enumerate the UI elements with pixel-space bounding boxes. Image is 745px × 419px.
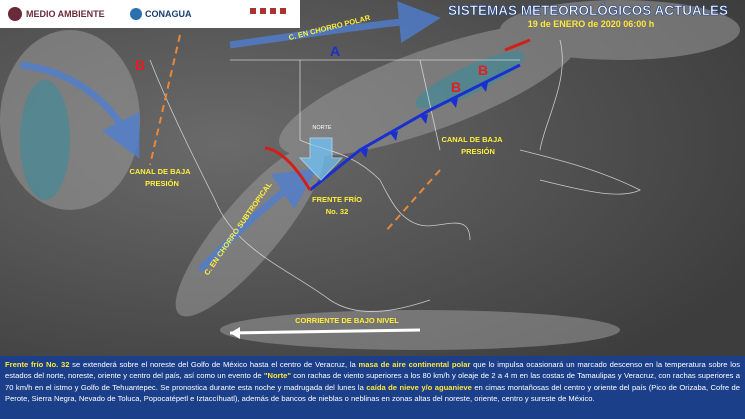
date: 19 de ENERO de 2020 06:00 h xyxy=(528,19,655,29)
low-label: B xyxy=(478,62,488,78)
highlight-text: masa de aire continental polar xyxy=(358,360,471,369)
low-label: B xyxy=(135,57,145,73)
label: FRENTE FRÍO xyxy=(312,195,362,204)
highlight-text: caída de nieve y/o aguanieve xyxy=(366,382,472,392)
label: CORRIENTE DE BAJO NIVEL xyxy=(295,316,399,325)
low-label: B xyxy=(451,79,461,95)
bulletin-text: se extenderá sobre el noreste del Golfo … xyxy=(69,360,359,369)
norte-arrow xyxy=(298,137,344,181)
label: PRESIÓN xyxy=(461,147,495,156)
label: No. 32 xyxy=(326,207,349,216)
high-label: A xyxy=(330,43,340,59)
highlight-text: "Norte" xyxy=(263,371,291,381)
bulletin-text: que lo impulsa ocasionará un marcado des… xyxy=(5,360,740,381)
label: PRESIÓN xyxy=(145,179,179,188)
trough xyxy=(149,34,441,233)
label: NORTE xyxy=(312,125,331,131)
label: CANAL DE BAJA xyxy=(129,167,191,176)
title: SISTEMAS METEOROLÓGICOS ACTUALES xyxy=(448,3,728,18)
bulletin: Frente frío No. 32 se extenderá sobre el… xyxy=(0,356,745,419)
bulletin-text: en cimas montañosas del centro y oriente… xyxy=(5,382,740,403)
logo-text: MEDIO AMBIENTE xyxy=(26,9,105,19)
highlight-text: Frente frío No. 32 xyxy=(5,360,70,369)
label: CANAL DE BAJA xyxy=(441,135,503,144)
bulletin-text: con rachas de viento superiores a los 80… xyxy=(5,371,740,392)
jet-arrows xyxy=(19,1,441,273)
satellite-map: MEDIO AMBIENTE CONAGUA SISTEMAS METEOROL… xyxy=(0,0,745,356)
cold-front xyxy=(309,63,521,192)
logo-text: CONAGUA xyxy=(145,9,192,19)
coastlines xyxy=(149,39,641,312)
